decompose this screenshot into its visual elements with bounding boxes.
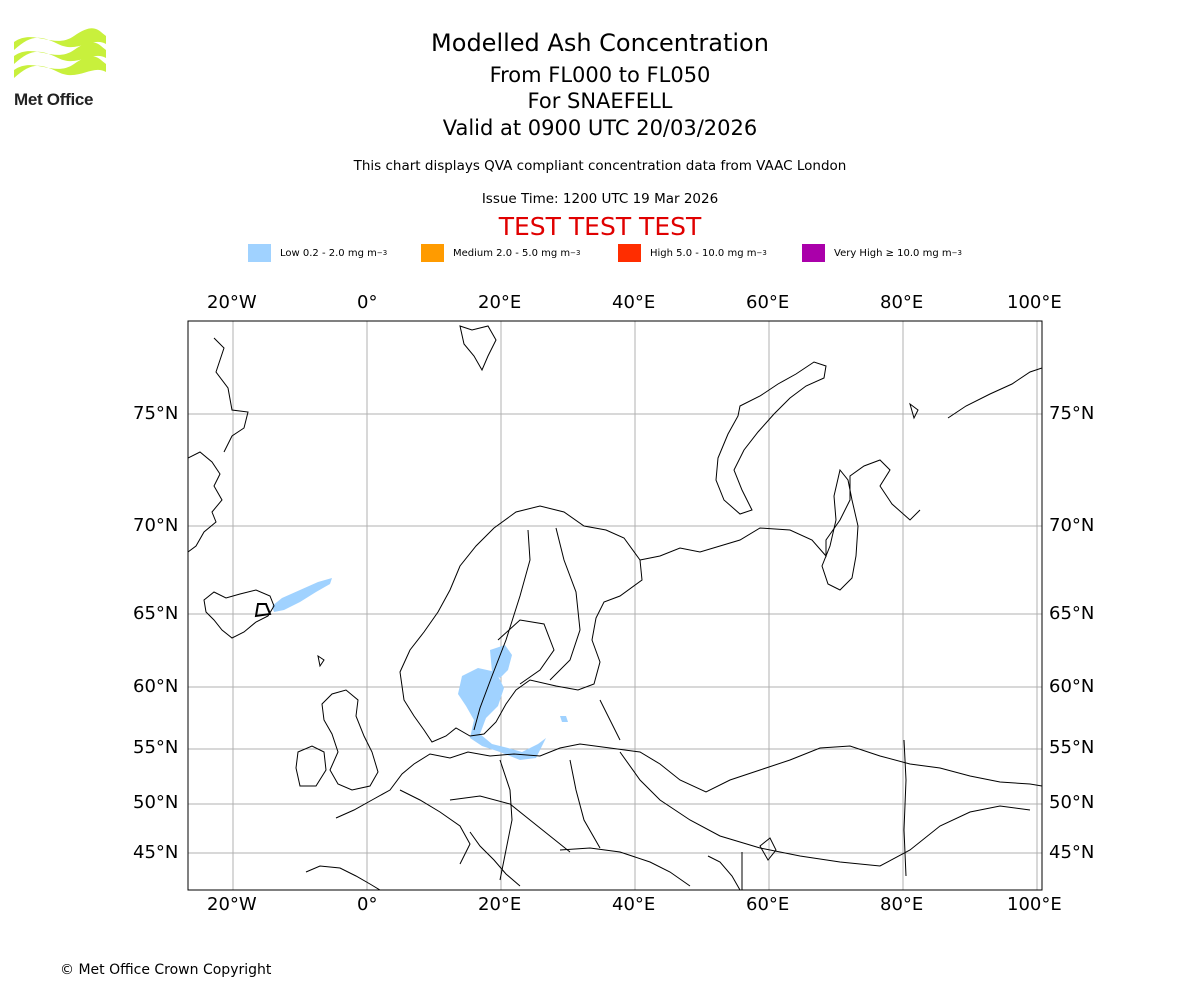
lat-label-right: 55°N bbox=[1049, 737, 1095, 758]
legend-label-high: High 5.0 - 10.0 mg m bbox=[650, 247, 757, 259]
lon-label-top: 100°E bbox=[1007, 292, 1062, 313]
island-coast bbox=[909, 402, 919, 420]
lon-label-top: 40°E bbox=[612, 292, 656, 313]
border bbox=[499, 759, 513, 881]
lat-label-left: 55°N bbox=[133, 737, 179, 758]
legend-swatch-high bbox=[618, 244, 641, 262]
ireland-coast bbox=[295, 745, 327, 787]
logo-text: Met Office bbox=[14, 90, 94, 109]
lon-label-bottom: 60°E bbox=[746, 894, 790, 915]
met-office-logo: Met Office bbox=[12, 28, 112, 112]
lat-label-right: 45°N bbox=[1049, 842, 1095, 863]
iceland-coast bbox=[203, 589, 275, 639]
legend-item-medium: Medium 2.0 - 5.0 mg m −3 bbox=[421, 244, 580, 262]
ash-plume-iceland bbox=[272, 578, 332, 612]
greenland-coast-north bbox=[213, 337, 249, 453]
faroe-coast bbox=[317, 654, 325, 668]
lon-label-top: 60°E bbox=[746, 292, 790, 313]
test-banner: TEST TEST TEST bbox=[498, 212, 702, 241]
lon-label-bottom: 80°E bbox=[880, 894, 924, 915]
ash-plume-low bbox=[272, 578, 568, 760]
border bbox=[599, 699, 621, 741]
lat-label-left: 45°N bbox=[133, 842, 179, 863]
caspian-west-coast bbox=[707, 855, 741, 890]
lon-label-bottom: 0° bbox=[357, 894, 378, 915]
legend-item-high: High 5.0 - 10.0 mg m −3 bbox=[618, 244, 767, 262]
lat-label-left: 65°N bbox=[133, 603, 179, 624]
iberia-coast bbox=[305, 865, 381, 890]
yamal-coast bbox=[821, 468, 859, 591]
lat-label-right: 70°N bbox=[1049, 515, 1095, 536]
lon-label-top: 80°E bbox=[880, 292, 924, 313]
lat-label-left: 70°N bbox=[133, 515, 179, 536]
lon-label-top: 20°W bbox=[207, 292, 257, 313]
lon-label-top: 20°E bbox=[478, 292, 522, 313]
taymyr-coast bbox=[947, 367, 1042, 419]
lat-label-right: 50°N bbox=[1049, 792, 1095, 813]
legend-swatch-very-high bbox=[802, 244, 825, 262]
border bbox=[569, 759, 601, 849]
legend-item-low: Low 0.2 - 2.0 mg m −3 bbox=[248, 244, 387, 262]
great-britain-coast bbox=[321, 689, 379, 791]
chart-title: Modelled Ash Concentration bbox=[431, 29, 769, 57]
map-frame bbox=[187, 320, 1043, 891]
flight-level-range: From FL000 to FL050 bbox=[489, 63, 711, 87]
legend-label-medium: Medium 2.0 - 5.0 mg m bbox=[453, 247, 571, 259]
issue-time: Issue Time: 1200 UTC 19 Mar 2026 bbox=[481, 191, 719, 207]
qva-note: This chart displays QVA compliant concen… bbox=[353, 158, 847, 174]
snaefell-marker bbox=[254, 603, 272, 618]
legend-swatch-low bbox=[248, 244, 271, 262]
adriatic-coast bbox=[469, 831, 521, 887]
border bbox=[449, 795, 571, 853]
lon-label-bottom: 100°E bbox=[1007, 894, 1062, 915]
met-office-waves-icon bbox=[14, 28, 106, 78]
lat-label-left: 60°N bbox=[133, 676, 179, 697]
volcano-name: For SNAEFELL bbox=[527, 89, 673, 113]
sweden-norway-border bbox=[473, 529, 531, 731]
ash-plume-speck bbox=[560, 716, 568, 722]
lon-label-top: 0° bbox=[357, 292, 378, 313]
valid-time: Valid at 0900 UTC 20/03/2026 bbox=[442, 116, 758, 140]
border bbox=[903, 739, 907, 877]
svalbard-coast bbox=[459, 325, 497, 372]
greenland-coast bbox=[188, 451, 223, 553]
legend-item-very-high: Very High ≥ 10.0 mg m −3 bbox=[802, 244, 962, 262]
lat-label-right: 60°N bbox=[1049, 676, 1095, 697]
finland-border bbox=[549, 527, 581, 681]
lon-label-bottom: 40°E bbox=[612, 894, 656, 915]
scandinavia-coast bbox=[399, 505, 643, 743]
copyright: © Met Office Crown Copyright bbox=[60, 962, 272, 978]
europe-asia-north-edge bbox=[335, 743, 1042, 819]
legend-swatch-medium bbox=[421, 244, 444, 262]
concentration-legend: Low 0.2 - 2.0 mg m −3 Medium 2.0 - 5.0 mg… bbox=[0, 244, 1200, 264]
arctic-russia-coast bbox=[639, 459, 921, 561]
lat-label-right: 75°N bbox=[1049, 403, 1095, 424]
legend-label-low: Low 0.2 - 2.0 mg m bbox=[280, 247, 377, 259]
bothnia-coast bbox=[497, 619, 555, 685]
border bbox=[399, 789, 471, 865]
graticule bbox=[188, 321, 1042, 890]
lat-label-left: 50°N bbox=[133, 792, 179, 813]
ash-plume-baltic bbox=[458, 668, 546, 760]
lat-label-right: 65°N bbox=[1049, 603, 1095, 624]
map-content bbox=[188, 321, 1042, 890]
lon-label-bottom: 20°E bbox=[478, 894, 522, 915]
aral-sea-coast bbox=[759, 837, 777, 861]
lon-label-bottom: 20°W bbox=[207, 894, 257, 915]
legend-label-very-high: Very High ≥ 10.0 mg m bbox=[834, 247, 952, 259]
ash-plume-bothnia bbox=[490, 645, 512, 678]
novaya-zemlya-coast bbox=[715, 361, 827, 515]
black-sea-coast bbox=[559, 847, 691, 887]
border bbox=[619, 751, 1031, 867]
lat-label-left: 75°N bbox=[133, 403, 179, 424]
coastlines bbox=[188, 325, 1042, 890]
